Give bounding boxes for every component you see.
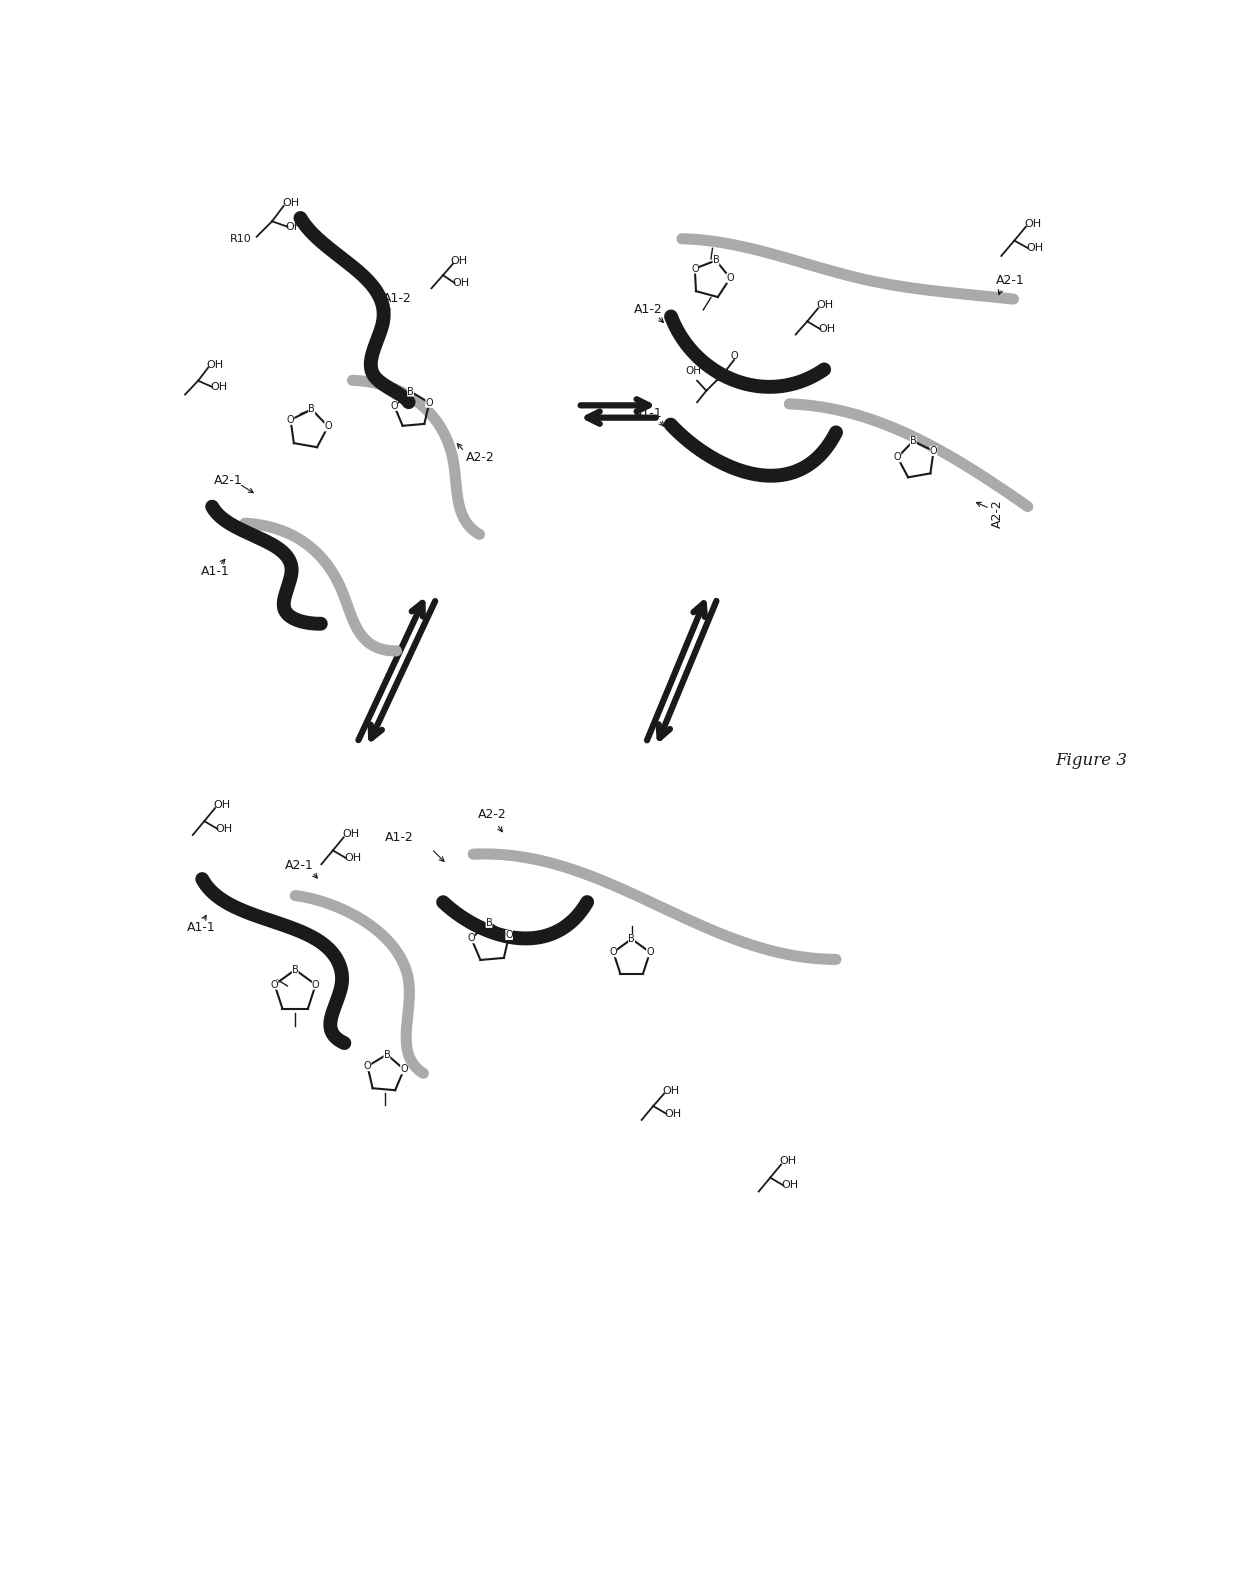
- Text: O: O: [391, 400, 398, 411]
- Text: A1-2: A1-2: [382, 292, 412, 304]
- Text: A1-2: A1-2: [634, 303, 662, 316]
- Text: A2-2: A2-2: [466, 451, 495, 464]
- Text: O: O: [467, 934, 475, 944]
- Text: B: B: [717, 373, 724, 383]
- Text: OH: OH: [781, 1180, 799, 1191]
- Text: A2-2: A2-2: [477, 808, 506, 821]
- Text: O: O: [506, 929, 513, 940]
- Text: O: O: [930, 446, 937, 456]
- Text: A2-1: A2-1: [996, 274, 1024, 287]
- Text: OH: OH: [818, 324, 836, 335]
- Text: OH: OH: [450, 255, 467, 266]
- Text: O: O: [286, 414, 294, 426]
- Text: OH: OH: [286, 222, 303, 231]
- Text: OH: OH: [816, 300, 833, 311]
- Text: OH: OH: [213, 800, 231, 810]
- Text: O: O: [425, 398, 433, 408]
- Text: O: O: [894, 453, 901, 462]
- Text: O: O: [691, 263, 698, 274]
- Text: OH: OH: [1027, 244, 1044, 253]
- Text: A1-1: A1-1: [634, 408, 662, 421]
- Text: OH: OH: [216, 824, 233, 834]
- Text: OH: OH: [665, 1109, 682, 1119]
- Text: B: B: [910, 437, 916, 446]
- Text: OH: OH: [211, 383, 227, 392]
- Text: A1-1: A1-1: [201, 566, 229, 579]
- Text: O: O: [270, 980, 279, 990]
- Text: A2-2: A2-2: [991, 499, 1004, 528]
- Text: B: B: [291, 964, 299, 976]
- Text: OH: OH: [345, 853, 362, 862]
- Text: O: O: [325, 421, 332, 432]
- Text: O: O: [401, 1065, 408, 1074]
- Text: OH: OH: [662, 1086, 680, 1095]
- Text: O: O: [730, 351, 738, 362]
- Text: B: B: [629, 934, 635, 944]
- Text: OH: OH: [453, 277, 469, 289]
- Text: O: O: [311, 980, 320, 990]
- Text: O: O: [646, 947, 653, 958]
- Text: R10: R10: [231, 234, 252, 244]
- Text: B: B: [486, 918, 492, 928]
- Text: A1-1: A1-1: [187, 921, 216, 934]
- Text: OH: OH: [207, 360, 223, 370]
- Text: A2-1: A2-1: [213, 475, 242, 488]
- Text: A2-1: A2-1: [285, 859, 314, 872]
- Text: O: O: [727, 273, 734, 284]
- Text: OH: OH: [686, 367, 702, 376]
- Text: OH: OH: [342, 829, 360, 838]
- Text: A1-2: A1-2: [386, 830, 414, 843]
- Text: OH: OH: [1024, 218, 1042, 228]
- Text: Figure 3: Figure 3: [1055, 752, 1127, 768]
- Text: O: O: [363, 1062, 371, 1071]
- Text: B: B: [407, 387, 414, 397]
- Text: O: O: [610, 947, 618, 958]
- Text: OH: OH: [281, 198, 299, 207]
- Text: OH: OH: [780, 1157, 796, 1167]
- Text: B: B: [383, 1049, 391, 1060]
- Text: B: B: [309, 405, 315, 414]
- Text: B: B: [713, 255, 719, 266]
